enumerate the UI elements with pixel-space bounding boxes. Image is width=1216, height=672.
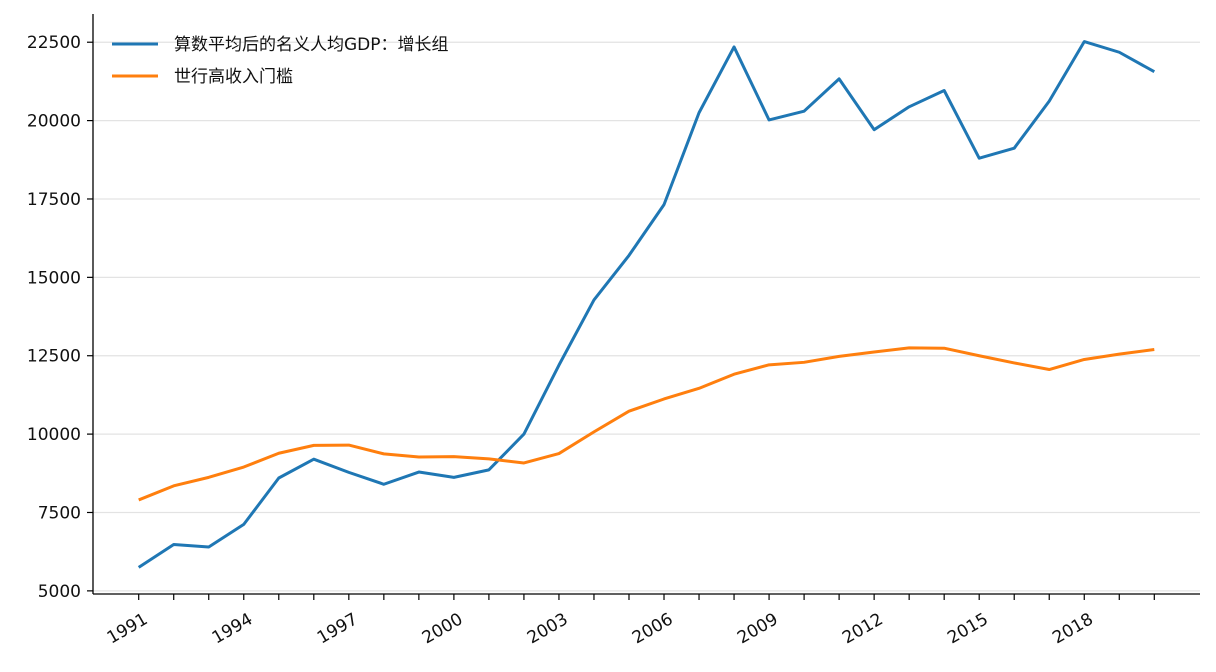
legend-label-2: 世行高收入门槛: [174, 67, 293, 87]
y-tick-label: 12500: [27, 347, 81, 367]
y-tick-label: 7500: [38, 503, 81, 523]
axis-layer: 5000 7500 10000 12500 15000 17500 20000 22500 19…: [27, 14, 1200, 648]
y-tick-label: 10000: [27, 425, 81, 445]
y-tick-label: 22500: [27, 33, 81, 53]
x-tick-label: 2015: [944, 609, 991, 648]
series-line-1: [137, 40, 1156, 569]
y-tick-label: 5000: [38, 582, 81, 602]
x-tick-label: 2018: [1049, 609, 1096, 648]
x-tick-label: 1994: [209, 609, 256, 648]
legend-label-1: 算数平均后的名义人均GDP：增长组: [174, 35, 449, 55]
x-tick-label: 2003: [524, 609, 571, 648]
x-tick-label: 2006: [629, 609, 676, 648]
x-tick-label: 1997: [314, 609, 361, 648]
y-tick-label: 15000: [27, 268, 81, 288]
series-line-2: [138, 346, 1155, 502]
y-tick-label: 20000: [27, 112, 81, 132]
x-tick-label: 2012: [839, 609, 886, 648]
x-tick-label: 2009: [734, 609, 781, 648]
y-tick-label: 17500: [27, 190, 81, 210]
series-layer: [137, 40, 1156, 569]
x-tick-label: 1991: [104, 609, 151, 648]
x-tick-label: 2000: [419, 609, 466, 648]
grid-layer: [93, 41, 1200, 592]
